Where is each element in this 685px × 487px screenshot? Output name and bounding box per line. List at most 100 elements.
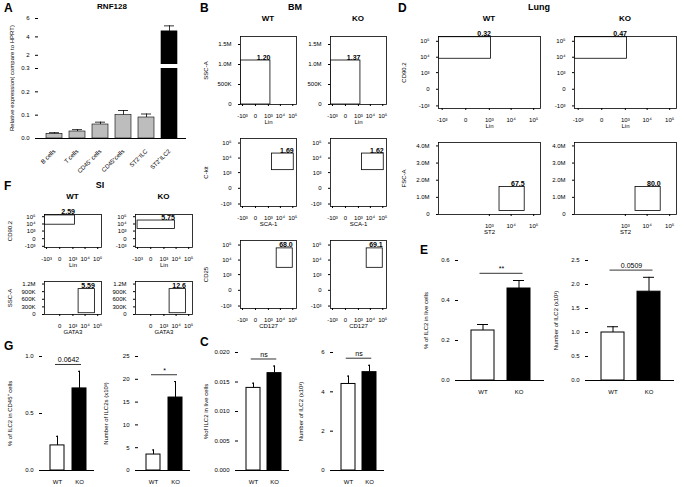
svg-text:4.0M: 4.0M: [416, 143, 429, 149]
svg-text:SSC-A: SSC-A: [7, 289, 13, 307]
svg-text:10⁵: 10⁵: [288, 215, 298, 221]
svg-text:4: 4: [26, 34, 30, 40]
svg-text:-10³: -10³: [555, 103, 566, 109]
svg-text:GATA3: GATA3: [64, 329, 83, 335]
svg-text:0: 0: [562, 86, 566, 92]
svg-text:KO: KO: [645, 389, 654, 395]
svg-text:CD90.2: CD90.2: [401, 62, 407, 83]
svg-text:Lin: Lin: [354, 119, 362, 125]
svg-text:67.5: 67.5: [511, 180, 525, 187]
svg-text:10⁴: 10⁴: [80, 256, 90, 262]
svg-text:0.2: 0.2: [441, 337, 450, 343]
svg-text:GATA3: GATA3: [155, 329, 174, 335]
svg-text:10⁵: 10⁵: [93, 323, 103, 329]
svg-text:2.0M: 2.0M: [552, 177, 565, 183]
svg-text:1.0: 1.0: [25, 353, 34, 359]
svg-text:ns: ns: [260, 351, 268, 358]
svg-text:0: 0: [562, 211, 566, 217]
svg-text:1.0M: 1.0M: [308, 61, 321, 67]
svg-text:ST2: ST2: [484, 229, 496, 235]
svg-text:10⁴: 10⁴: [420, 54, 430, 60]
svg-text:3.0M: 3.0M: [416, 160, 429, 166]
svg-text:10³: 10³: [313, 170, 322, 176]
svg-text:KO: KO: [171, 479, 180, 485]
svg-text:10⁵: 10⁵: [378, 317, 388, 323]
svg-text:10⁴: 10⁴: [276, 113, 286, 119]
svg-text:0: 0: [318, 185, 322, 191]
svg-text:-10³: -10³: [41, 256, 52, 262]
svg-text:-10³: -10³: [327, 113, 338, 119]
svg-text:-10³: -10³: [419, 103, 430, 109]
svg-text:ST2⁺ILC2: ST2⁺ILC2: [149, 148, 172, 171]
svg-text:0: 0: [126, 467, 130, 473]
svg-text:-10³: -10³: [437, 117, 448, 123]
svg-text:-10³: -10³: [237, 113, 248, 119]
svg-text:10⁵: 10⁵: [222, 242, 232, 248]
svg-text:600K: 600K: [21, 296, 35, 302]
svg-text:KO: KO: [75, 479, 84, 485]
svg-text:0: 0: [600, 117, 604, 123]
svg-text:1.5: 1.5: [571, 305, 580, 311]
svg-text:10⁵: 10⁵: [93, 256, 103, 262]
svg-text:1.62: 1.62: [370, 147, 384, 154]
svg-text:10⁵: 10⁵: [665, 223, 675, 229]
svg-text:WT: WT: [608, 389, 618, 395]
svg-text:10⁵: 10⁵: [556, 38, 566, 44]
svg-text:10⁵: 10⁵: [222, 140, 232, 146]
svg-text:10³: 10³: [557, 70, 566, 76]
svg-text:%of ILC2 in live cells: %of ILC2 in live cells: [203, 384, 209, 439]
svg-text:10⁴: 10⁴: [171, 256, 181, 262]
svg-text:1.69: 1.69: [280, 147, 294, 154]
svg-text:WT: WT: [478, 389, 488, 395]
svg-text:CD127: CD127: [349, 323, 368, 329]
svg-text:Lin: Lin: [621, 123, 629, 129]
svg-text:SCA-1: SCA-1: [260, 221, 278, 227]
svg-text:0: 0: [228, 287, 232, 293]
svg-text:10⁵: 10⁵: [312, 140, 322, 146]
svg-text:-10³: -10³: [221, 303, 232, 309]
svg-text:-10³: -10³: [573, 117, 584, 123]
svg-text:10⁴: 10⁴: [222, 257, 232, 263]
svg-text:1.0: 1.0: [571, 329, 580, 335]
svg-text:10⁵: 10⁵: [288, 317, 298, 323]
svg-text:B cells: B cells: [40, 148, 57, 165]
svg-text:1.20: 1.20: [257, 54, 271, 61]
svg-text:10⁴: 10⁴: [507, 117, 517, 123]
svg-text:0.0: 0.0: [571, 377, 580, 383]
svg-text:10³: 10³: [118, 228, 127, 234]
svg-text:0: 0: [254, 215, 258, 221]
svg-text:0: 0: [123, 311, 127, 317]
svg-text:10³: 10³: [27, 228, 36, 234]
svg-text:10⁵: 10⁵: [529, 117, 539, 123]
svg-text:0: 0: [123, 236, 127, 242]
svg-text:10⁵: 10⁵: [378, 113, 388, 119]
svg-text:10⁵: 10⁵: [184, 323, 194, 329]
svg-text:-10³: -10³: [311, 303, 322, 309]
svg-text:10⁵: 10⁵: [420, 38, 430, 44]
svg-text:2.0M: 2.0M: [416, 177, 429, 183]
svg-text:15: 15: [123, 399, 130, 405]
svg-text:3.0M: 3.0M: [552, 160, 565, 166]
svg-text:1.2M: 1.2M: [113, 281, 126, 287]
svg-text:0: 0: [344, 317, 348, 323]
svg-text:KO: KO: [515, 389, 524, 395]
svg-text:0.1: 0.1: [21, 112, 30, 118]
svg-text:10⁵: 10⁵: [288, 113, 298, 119]
svg-text:10⁴: 10⁴: [507, 223, 517, 229]
svg-text:Number of ILC2 (x10³): Number of ILC2 (x10³): [298, 382, 304, 442]
svg-text:0.5: 0.5: [571, 353, 580, 359]
svg-text:2.5: 2.5: [571, 257, 580, 263]
svg-text:Number of ILC2s (x10³): Number of ILC2s (x10³): [103, 382, 109, 445]
svg-text:0: 0: [321, 467, 325, 473]
svg-text:-10³: -10³: [25, 243, 36, 249]
svg-text:-10³: -10³: [221, 201, 232, 207]
svg-text:10⁵: 10⁵: [26, 214, 36, 220]
svg-text:10³: 10³: [421, 70, 430, 76]
svg-text:10: 10: [123, 422, 130, 428]
svg-text:25: 25: [123, 353, 130, 359]
svg-text:% of ILC2 in CD45⁺ cells: % of ILC2 in CD45⁺ cells: [7, 381, 13, 446]
svg-text:0: 0: [149, 256, 153, 262]
svg-text:% of ILC2 in live cells: % of ILC2 in live cells: [423, 292, 429, 349]
svg-text:**: **: [499, 265, 505, 272]
svg-text:CD45⁻ cells: CD45⁻ cells: [76, 148, 102, 174]
